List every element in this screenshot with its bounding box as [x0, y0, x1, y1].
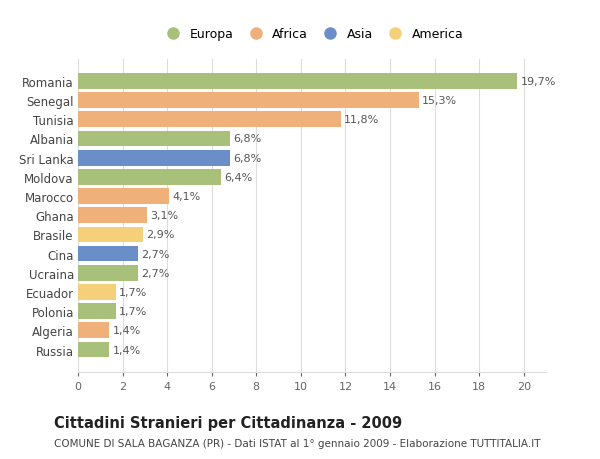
Bar — [78, 265, 138, 281]
Bar — [78, 246, 138, 262]
Bar — [78, 74, 517, 90]
Text: COMUNE DI SALA BAGANZA (PR) - Dati ISTAT al 1° gennaio 2009 - Elaborazione TUTTI: COMUNE DI SALA BAGANZA (PR) - Dati ISTAT… — [54, 438, 541, 448]
Bar — [78, 189, 169, 204]
Text: 19,7%: 19,7% — [520, 77, 556, 87]
Text: 6,8%: 6,8% — [233, 134, 261, 144]
Bar — [78, 93, 419, 109]
Legend: Europa, Africa, Asia, America: Europa, Africa, Asia, America — [158, 25, 466, 43]
Text: 6,8%: 6,8% — [233, 153, 261, 163]
Bar — [78, 227, 143, 243]
Bar — [78, 169, 221, 185]
Text: 11,8%: 11,8% — [344, 115, 380, 125]
Bar — [78, 342, 109, 358]
Text: 2,7%: 2,7% — [142, 268, 170, 278]
Text: 2,9%: 2,9% — [146, 230, 175, 240]
Bar — [78, 285, 116, 300]
Text: 1,7%: 1,7% — [119, 307, 148, 316]
Bar — [78, 323, 109, 338]
Text: 15,3%: 15,3% — [422, 96, 457, 106]
Text: 2,7%: 2,7% — [142, 249, 170, 259]
Bar — [78, 151, 230, 166]
Bar — [78, 112, 341, 128]
Text: Cittadini Stranieri per Cittadinanza - 2009: Cittadini Stranieri per Cittadinanza - 2… — [54, 415, 402, 431]
Bar — [78, 208, 147, 224]
Bar — [78, 131, 230, 147]
Text: 4,1%: 4,1% — [173, 191, 201, 202]
Bar — [78, 303, 116, 319]
Text: 1,4%: 1,4% — [113, 325, 141, 336]
Text: 6,4%: 6,4% — [224, 173, 252, 182]
Text: 1,7%: 1,7% — [119, 287, 148, 297]
Text: 3,1%: 3,1% — [151, 211, 179, 221]
Text: 1,4%: 1,4% — [113, 345, 141, 355]
